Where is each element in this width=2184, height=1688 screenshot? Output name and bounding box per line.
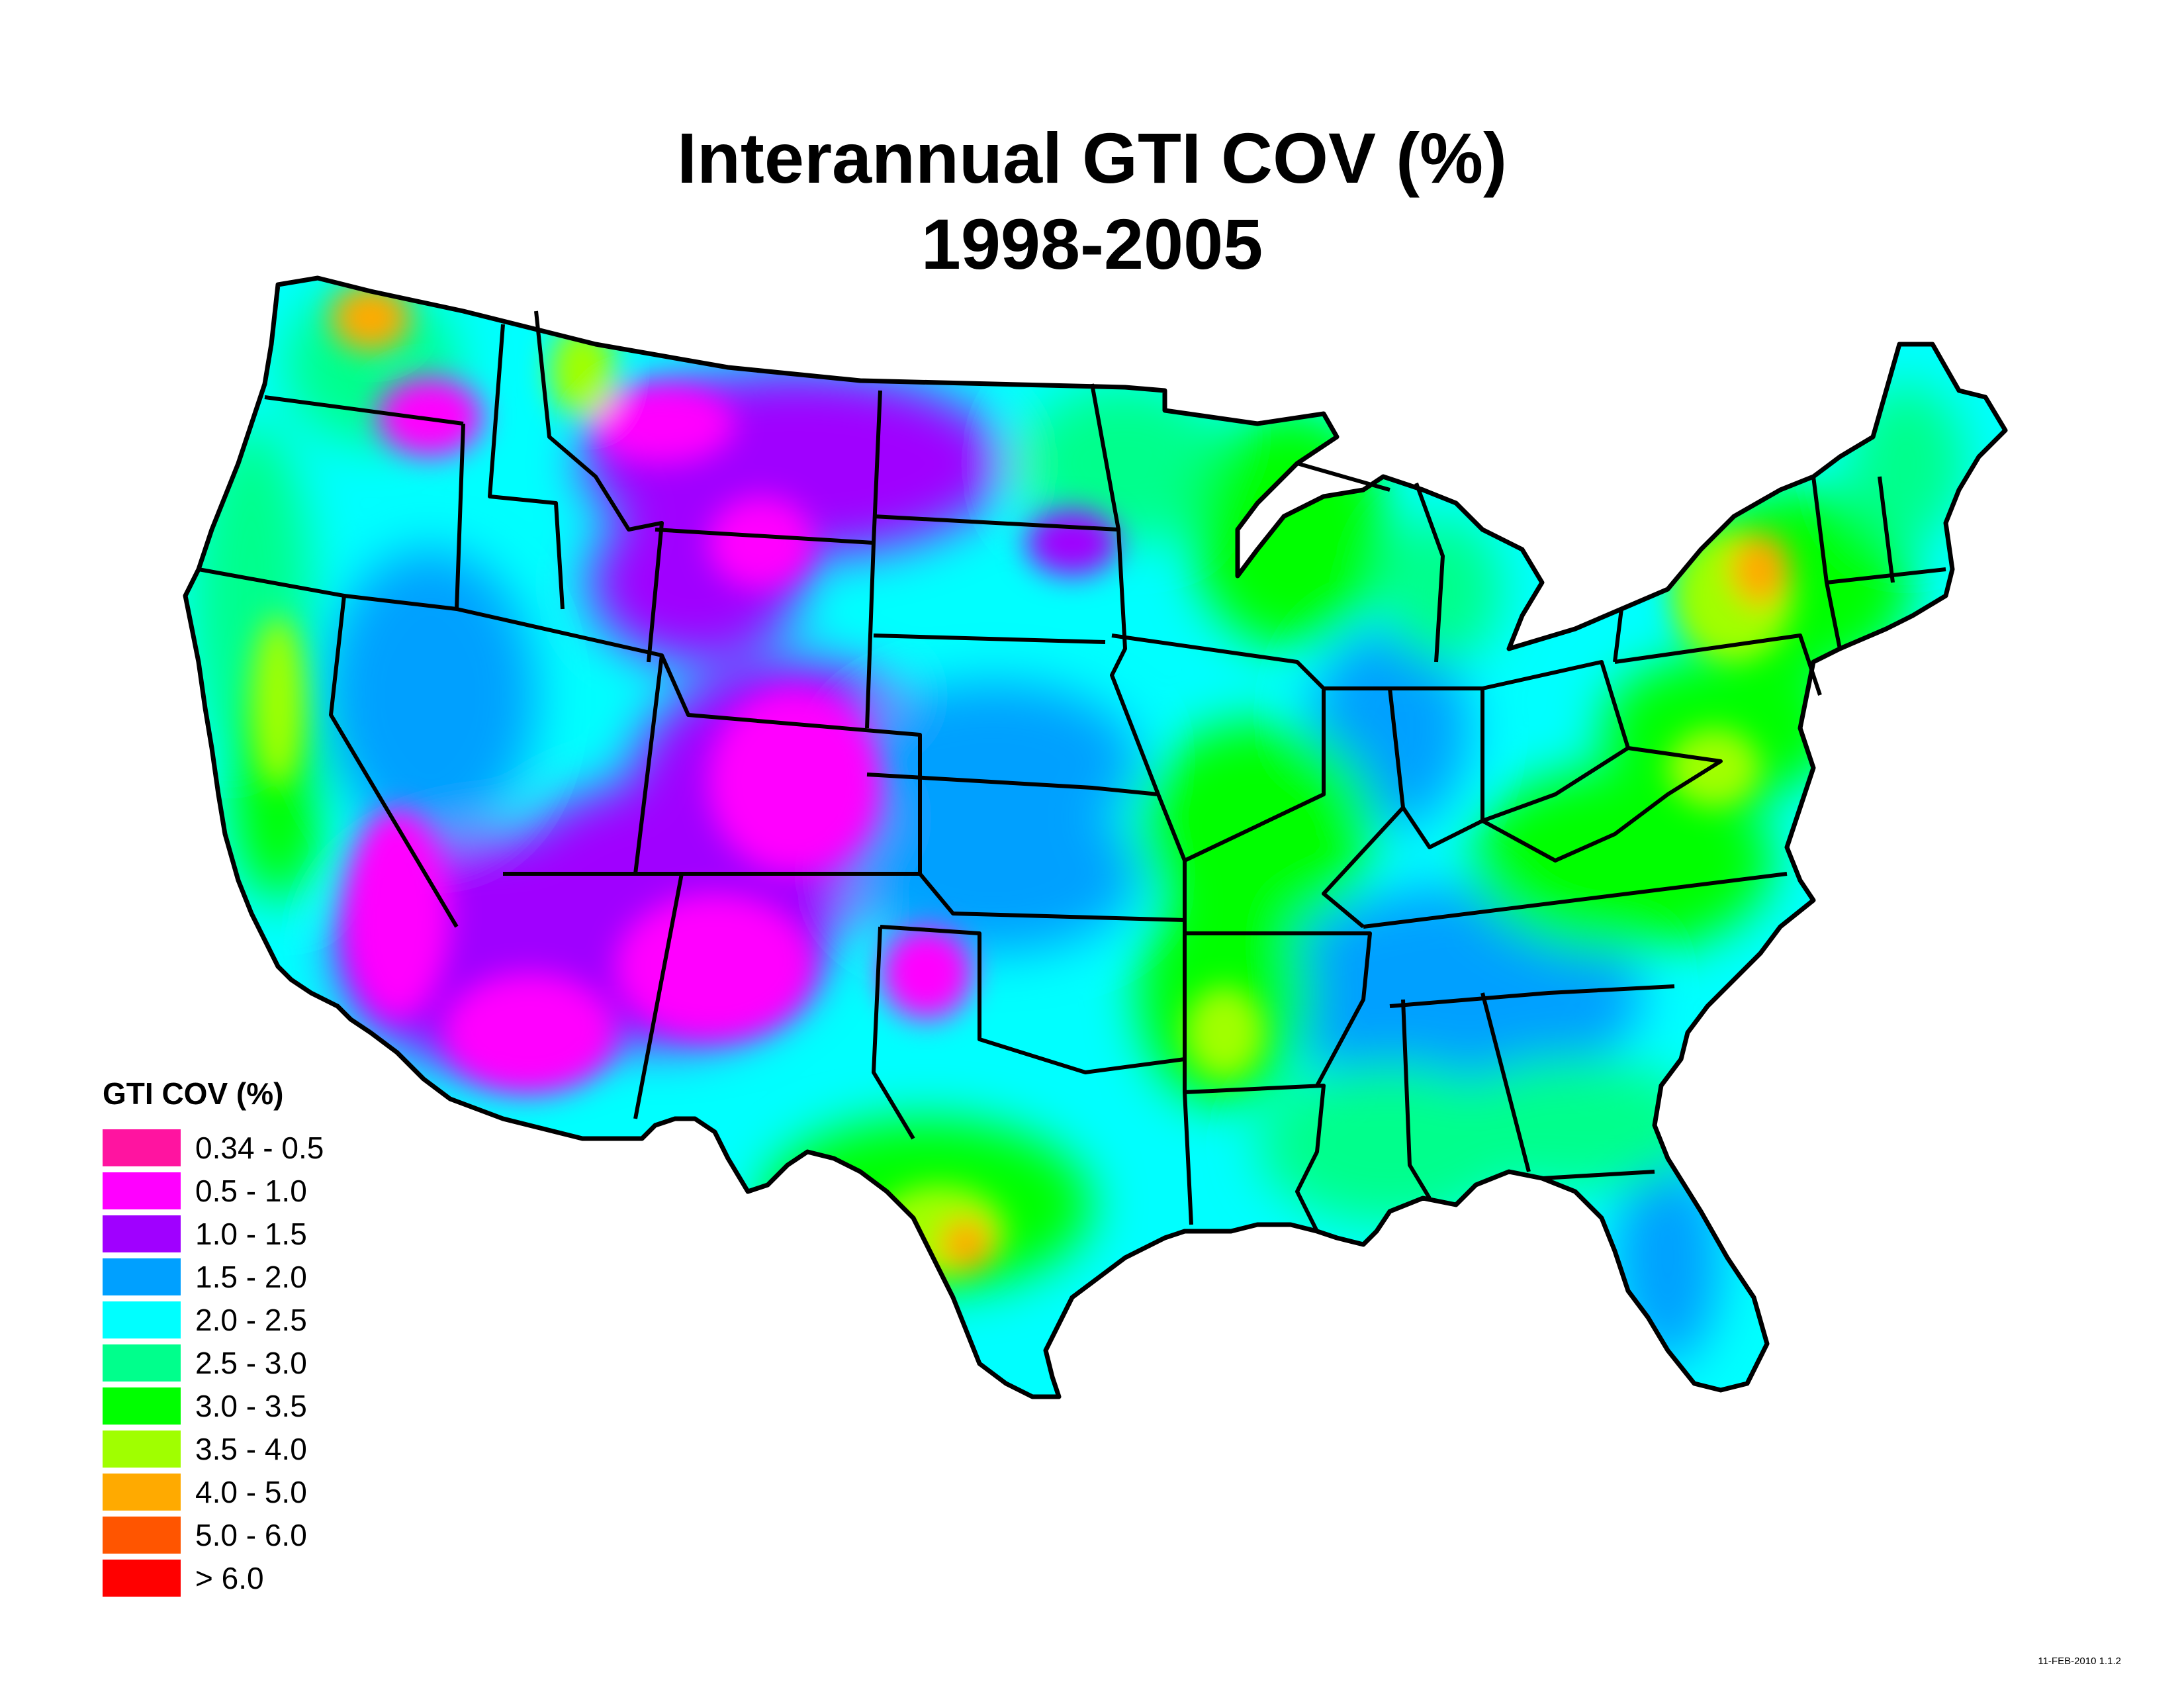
- legend-label: 0.5 - 1.0: [195, 1173, 307, 1208]
- legend-item: 1.5 - 2.0: [103, 1255, 324, 1298]
- legend-item: 5.0 - 6.0: [103, 1513, 324, 1556]
- legend-label: > 6.0: [195, 1560, 264, 1595]
- legend-item: 0.5 - 1.0: [103, 1169, 324, 1212]
- legend-item: 2.0 - 2.5: [103, 1298, 324, 1341]
- map-title: Interannual GTI COV (%): [676, 118, 1508, 198]
- legend-label: 3.0 - 3.5: [195, 1388, 307, 1423]
- legend-label: 4.0 - 5.0: [195, 1474, 307, 1509]
- legend-swatch: [103, 1559, 181, 1597]
- legend-swatch: [103, 1344, 181, 1382]
- legend-swatch: [103, 1516, 181, 1554]
- legend-swatch: [103, 1430, 181, 1468]
- legend-label: 2.0 - 2.5: [195, 1302, 307, 1337]
- legend-swatch: [103, 1473, 181, 1511]
- legend-title: GTI COV (%): [103, 1076, 284, 1111]
- legend-label: 1.0 - 1.5: [195, 1216, 307, 1251]
- legend-item: 0.34 - 0.5: [103, 1126, 324, 1169]
- legend-item: 4.0 - 5.0: [103, 1470, 324, 1513]
- legend-label: 3.5 - 4.0: [195, 1431, 307, 1466]
- legend-item: 1.0 - 1.5: [103, 1212, 324, 1255]
- legend-label: 1.5 - 2.0: [195, 1259, 307, 1294]
- legend-label: 0.34 - 0.5: [195, 1130, 324, 1165]
- legend-swatch: [103, 1387, 181, 1425]
- map-subtitle-years: 1998-2005: [921, 204, 1263, 284]
- cov-raster: [185, 278, 2005, 1397]
- legend: GTI COV (%) 0.34 - 0.5 0.5 - 1.0 1.0 - 1.5…: [103, 1076, 324, 1599]
- legend-item: 3.0 - 3.5: [103, 1384, 324, 1427]
- legend-swatch: [103, 1129, 181, 1166]
- legend-item: 3.5 - 4.0: [103, 1427, 324, 1470]
- legend-label: 5.0 - 6.0: [195, 1517, 307, 1552]
- legend-items: 0.34 - 0.5 0.5 - 1.0 1.0 - 1.5 1.5 - 2.0 2.0…: [103, 1126, 324, 1599]
- legend-swatch: [103, 1172, 181, 1209]
- legend-swatch: [103, 1301, 181, 1338]
- legend-swatch: [103, 1258, 181, 1295]
- legend-item: 2.5 - 3.0: [103, 1341, 324, 1384]
- legend-label: 2.5 - 3.0: [195, 1345, 307, 1380]
- legend-item: > 6.0: [103, 1556, 324, 1599]
- version-stamp: 11-FEB-2010 1.1.2: [2038, 1656, 2121, 1667]
- legend-swatch: [103, 1215, 181, 1252]
- state-boundaries: [198, 310, 1946, 1233]
